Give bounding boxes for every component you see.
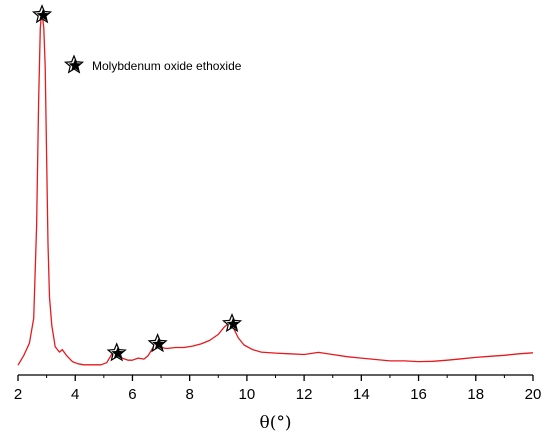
x-tick-label: 10 (239, 386, 256, 403)
x-axis-title: θ(°) (260, 413, 292, 433)
peak-star-icon (31, 4, 53, 24)
x-tick-label: 16 (410, 386, 427, 403)
x-tick-label: 18 (467, 386, 484, 403)
peak-star-icon (221, 313, 243, 333)
legend-star-shape (63, 54, 85, 74)
legend-star-icon (63, 54, 85, 74)
x-tick-label: 2 (14, 386, 22, 403)
plot-area (17, 4, 534, 366)
peak-star-icon (106, 342, 127, 362)
peak-markers (31, 4, 243, 362)
x-axis: 2 4 6 8 10 12 14 16 18 20 θ(°) (14, 374, 542, 433)
legend: Molybdenum oxide ethoxide (63, 54, 242, 74)
x-tick-label: 12 (296, 386, 313, 403)
legend-label: Molybdenum oxide ethoxide (92, 59, 242, 73)
x-tick-label: 8 (185, 386, 193, 403)
x-ticks: 2 4 6 8 10 12 14 16 18 20 (14, 375, 542, 403)
x-tick-label: 14 (353, 386, 370, 403)
peak-star-icon (147, 333, 168, 353)
x-tick-label: 6 (128, 386, 136, 403)
x-tick-label: 4 (71, 386, 79, 403)
x-tick-label: 20 (525, 386, 542, 403)
